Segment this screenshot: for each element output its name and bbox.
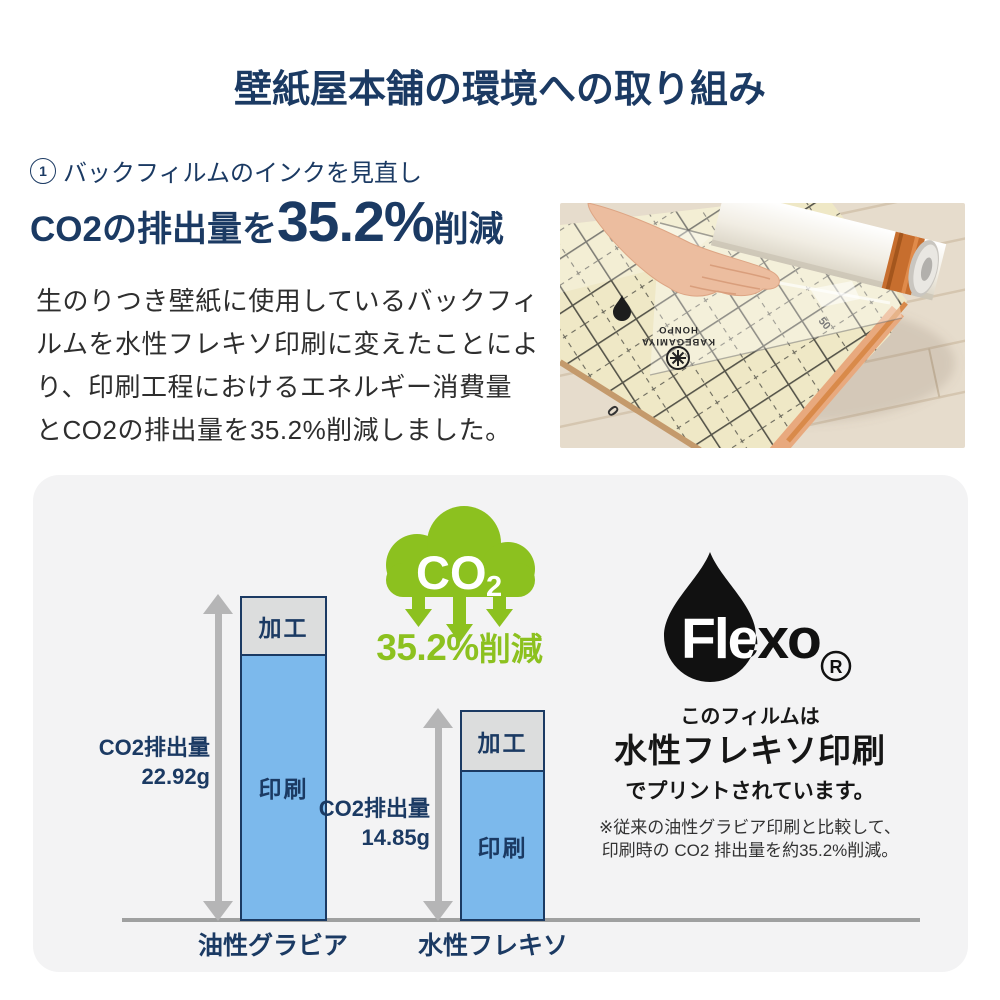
segment-label: 加工 bbox=[258, 614, 309, 641]
bar-segment-printing: 印刷 bbox=[240, 653, 327, 921]
total-emission-flexo: CO2排出量 14.85g bbox=[275, 794, 430, 852]
category-label-gravure: 油性グラビア bbox=[197, 932, 348, 960]
intro-paragraph-line: とCO2の排出量を35.2%削減しました。 bbox=[36, 415, 512, 445]
arrow-up-icon bbox=[423, 708, 453, 729]
total-emission-gravure: CO2排出量 22.92g bbox=[55, 733, 210, 791]
reduction-suffix: 削減 bbox=[478, 631, 543, 667]
bar-flexo: 加工 印刷 bbox=[460, 710, 545, 921]
flexo-wordmark-knockout: Flexo bbox=[681, 607, 820, 671]
co2-headline-suffix: 削減 bbox=[433, 210, 504, 249]
circled-number-icon: 1 bbox=[30, 157, 56, 184]
arrow-down-icon bbox=[423, 900, 453, 921]
total-label-text: CO2排出量 bbox=[98, 735, 210, 760]
film-brand-line2: HONPO bbox=[658, 324, 698, 335]
flexo-footnote-line2: 印刷時の CO2 排出量を約35.2%削減。 bbox=[601, 841, 899, 860]
product-photo: 0 10 50 KABEGAMIYA HONPO bbox=[560, 203, 965, 448]
flexo-caption-line3: でプリントされています。 bbox=[625, 780, 875, 803]
sheet-edge bbox=[560, 359, 702, 448]
flexo-footnote-line1: ※従来の油性グラビア印刷と比較して、 bbox=[599, 818, 901, 837]
intro-paragraph-line: ルムを水性フレキソ印刷に変えたことによ bbox=[36, 329, 539, 359]
segment-label: 加工 bbox=[477, 730, 528, 757]
co2-headline-value: 35.2% bbox=[276, 190, 435, 254]
page-title: 壁紙屋本舗の環境への取り組み bbox=[233, 69, 766, 111]
category-label-flexo: 水性フレキソ bbox=[417, 932, 568, 960]
bar-segment-processing: 加工 bbox=[460, 710, 545, 773]
arrow-down-icon bbox=[203, 901, 233, 921]
film-brand-line1: KABEGAMIYA bbox=[641, 336, 715, 347]
co2-reduction-headline: CO2の排出量を 35.2% 削減 bbox=[30, 194, 504, 252]
reduction-caption: 35.2%削減 bbox=[352, 624, 567, 670]
co2-cloud-icon: CO 2 bbox=[386, 506, 535, 643]
cloud-sub-text: 2 bbox=[486, 571, 502, 603]
flexo-caption-line1: このフィルムは bbox=[680, 706, 820, 728]
film-star-logo bbox=[666, 346, 690, 370]
hand bbox=[587, 203, 780, 297]
total-label-text: CO2排出量 bbox=[318, 796, 430, 821]
intro-paragraph-line: 生のりつき壁紙に使用しているバックフィ bbox=[36, 286, 539, 316]
bar-gravure: 加工 印刷 bbox=[240, 596, 327, 921]
svg-text:R: R bbox=[830, 657, 843, 677]
measure-arrow-gravure bbox=[202, 594, 234, 921]
bar-segment-printing: 印刷 bbox=[460, 770, 545, 921]
flexo-caption-line2: 水性フレキソ印刷 bbox=[614, 732, 886, 769]
total-value: 14.85g bbox=[361, 825, 431, 850]
registered-mark-icon: R bbox=[820, 650, 852, 682]
segment-label: 印刷 bbox=[258, 776, 309, 803]
photo-illustration: 0 10 50 KABEGAMIYA HONPO bbox=[560, 203, 965, 448]
flexo-logo: Flexo Flexo R bbox=[664, 552, 852, 682]
segment-label: 印刷 bbox=[477, 834, 528, 861]
film-print: KABEGAMIYA HONPO bbox=[641, 324, 715, 347]
section-heading: 1 バックフィルムのインクを見直し bbox=[30, 153, 422, 188]
measure-arrow-flexo bbox=[422, 708, 454, 921]
arrow-up-icon bbox=[203, 594, 233, 614]
reduction-value: 35.2% bbox=[376, 627, 479, 668]
co2-headline-prefix: CO2の排出量を bbox=[30, 210, 277, 249]
wallpaper-roll bbox=[710, 203, 947, 301]
cloud-co-text: CO bbox=[416, 546, 487, 599]
droplet-icon bbox=[664, 552, 756, 682]
intro-paragraph-line: り、印刷工程におけるエネルギー消費量 bbox=[36, 372, 512, 402]
bar-segment-processing: 加工 bbox=[240, 596, 327, 656]
intro-paragraph: 生のりつき壁紙に使用しているバックフィ ルムを水性フレキソ印刷に変えたことによ … bbox=[36, 280, 539, 452]
section-heading-text: バックフィルムのインクを見直し bbox=[63, 160, 423, 187]
total-value: 22.92g bbox=[141, 764, 211, 789]
